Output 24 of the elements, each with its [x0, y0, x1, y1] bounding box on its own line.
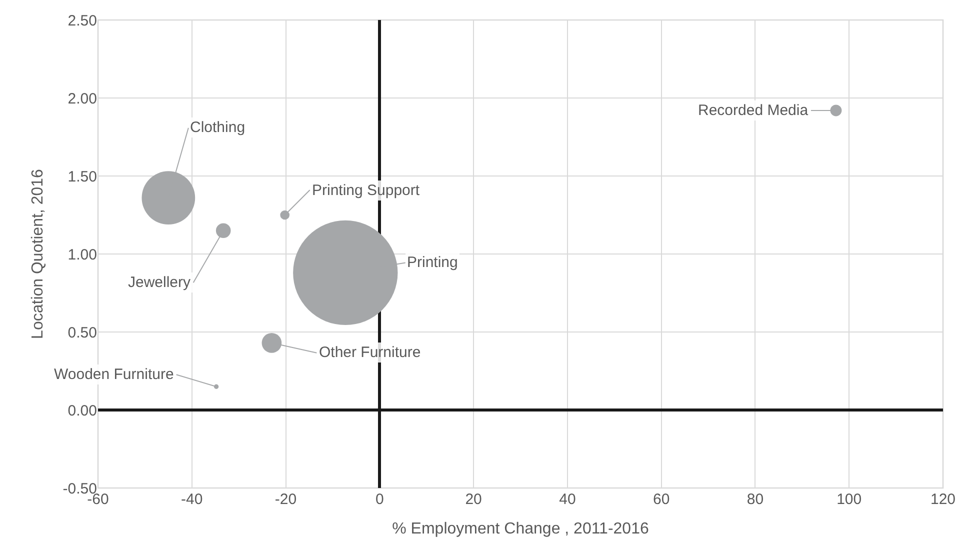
annotation: Wooden Furniture [54, 366, 174, 383]
y-tick-label: 0.50 [68, 324, 97, 342]
x-tick-label: 20 [465, 491, 482, 508]
x-tick-label: 0 [376, 491, 384, 508]
x-axis-title: % Employment Change , 2011-2016 [392, 520, 649, 538]
x-tick-label: -40 [181, 491, 203, 508]
annotation: Recorded Media [698, 102, 809, 119]
annotation: Clothing [190, 119, 246, 136]
x-tick-label: 120 [930, 491, 956, 508]
annotation: Printing Support [312, 182, 420, 199]
y-tick-label: 0.00 [68, 402, 97, 420]
annotation: Jewellery [128, 274, 192, 291]
x-tick-label: 80 [746, 491, 764, 508]
x-tick-label: 60 [652, 491, 670, 508]
y-tick-label: 2.50 [68, 12, 97, 30]
x-tick-label: -20 [274, 491, 297, 508]
annotation: Other Furniture [319, 344, 421, 361]
y-axis-title: Location Quotient, 2016 [30, 168, 47, 339]
y-tick-label: 1.50 [68, 168, 97, 186]
y-tick-label: 1.00 [68, 246, 97, 264]
y-tick-label: 2.00 [68, 90, 97, 108]
x-tick-label: 100 [836, 491, 862, 508]
annotation: Printing [407, 254, 458, 271]
x-tick-label: 40 [559, 491, 576, 508]
